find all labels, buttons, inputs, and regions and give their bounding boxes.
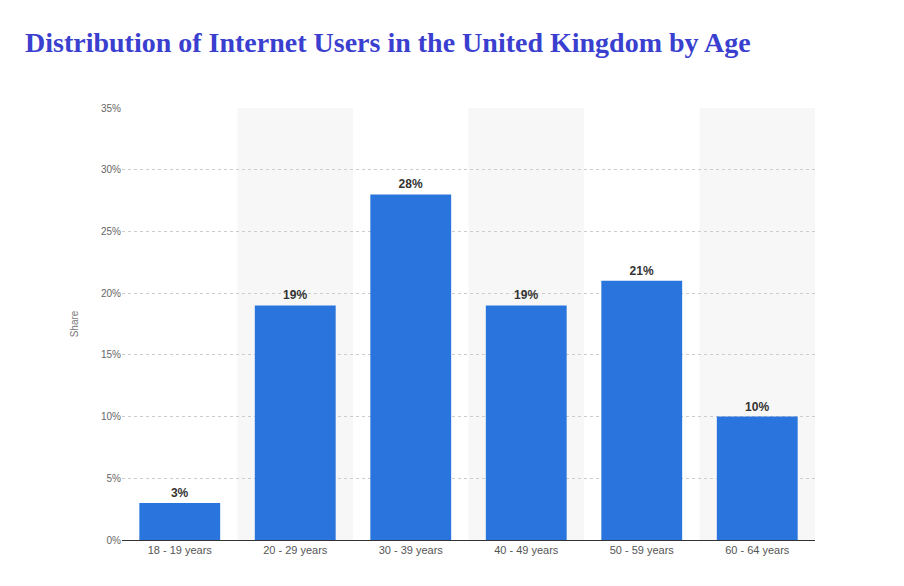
svg-text:5%: 5% [107,473,122,484]
svg-text:25%: 25% [101,226,121,237]
svg-text:10%: 10% [101,411,121,422]
svg-text:21%: 21% [630,264,654,278]
svg-text:30%: 30% [101,164,121,175]
svg-text:35%: 35% [101,103,121,114]
svg-text:10%: 10% [745,400,769,414]
svg-text:Distribution of Internet Users: Distribution of Internet Users in the Un… [25,27,751,58]
svg-text:40 - 49 years: 40 - 49 years [494,544,559,556]
svg-text:50 - 59 years: 50 - 59 years [610,544,675,556]
svg-text:20%: 20% [101,288,121,299]
svg-text:18 - 19 years: 18 - 19 years [148,544,213,556]
svg-text:19%: 19% [283,288,307,302]
svg-text:3%: 3% [171,486,189,500]
svg-text:15%: 15% [101,349,121,360]
svg-text:60 - 64 years: 60 - 64 years [725,544,790,556]
svg-text:Share: Share [69,310,80,337]
svg-text:28%: 28% [399,177,423,191]
svg-text:20 - 29 years: 20 - 29 years [263,544,328,556]
svg-text:0%: 0% [107,535,122,546]
svg-text:19%: 19% [514,288,538,302]
svg-text:30 - 39 years: 30 - 39 years [379,544,444,556]
